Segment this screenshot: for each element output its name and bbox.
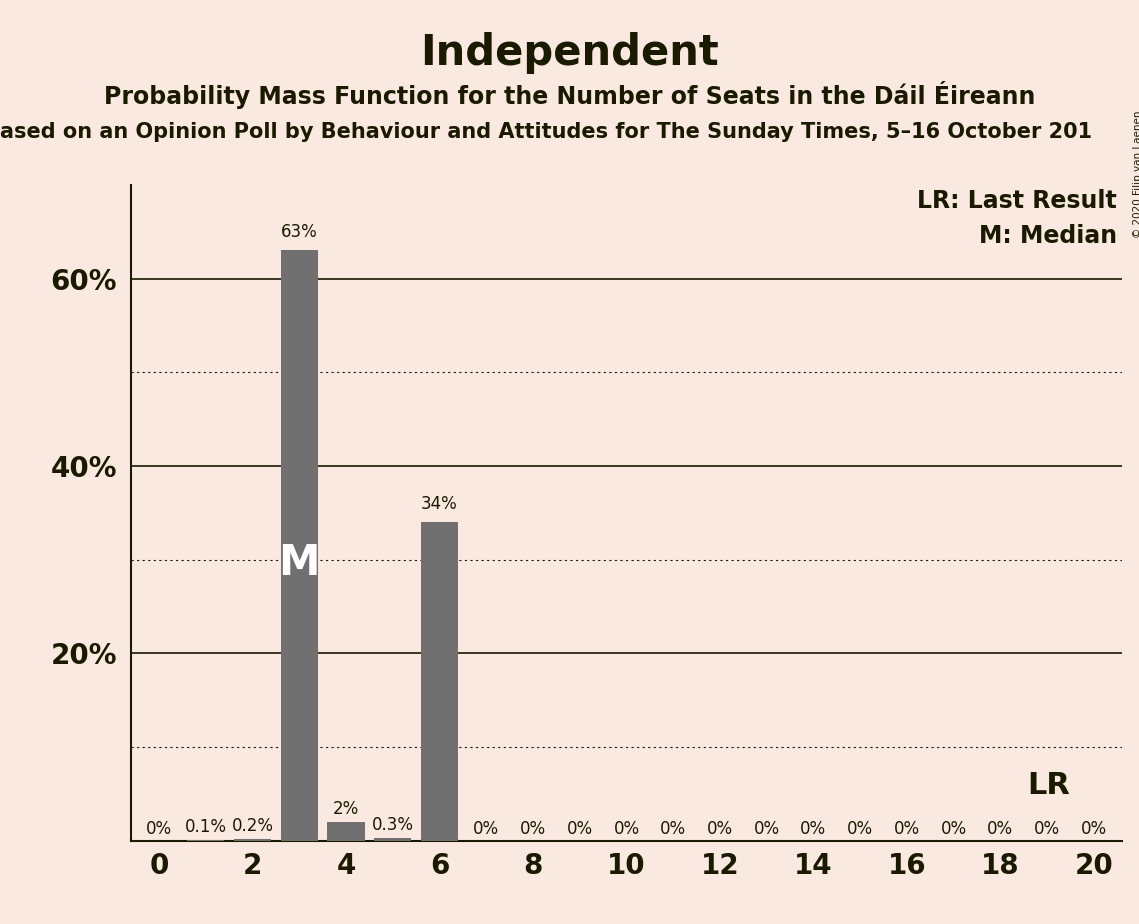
Text: 0%: 0% bbox=[847, 820, 874, 838]
Text: 0%: 0% bbox=[1081, 820, 1107, 838]
Text: M: M bbox=[279, 542, 320, 584]
Text: 0.3%: 0.3% bbox=[371, 816, 413, 834]
Text: 0%: 0% bbox=[661, 820, 687, 838]
Text: 0%: 0% bbox=[614, 820, 639, 838]
Text: 0%: 0% bbox=[894, 820, 920, 838]
Bar bbox=[187, 840, 224, 841]
Text: © 2020 Filip van Laenen: © 2020 Filip van Laenen bbox=[1133, 111, 1139, 238]
Text: 0%: 0% bbox=[754, 820, 780, 838]
Text: 0%: 0% bbox=[707, 820, 734, 838]
Bar bbox=[280, 250, 318, 841]
Text: LR: Last Result: LR: Last Result bbox=[918, 189, 1117, 213]
Text: 2%: 2% bbox=[333, 800, 359, 819]
Bar bbox=[233, 839, 271, 841]
Text: ased on an Opinion Poll by Behaviour and Attitudes for The Sunday Times, 5–16 Oc: ased on an Opinion Poll by Behaviour and… bbox=[0, 122, 1092, 142]
Text: 0%: 0% bbox=[1034, 820, 1060, 838]
Text: Probability Mass Function for the Number of Seats in the Dáil Éireann: Probability Mass Function for the Number… bbox=[104, 81, 1035, 109]
Bar bbox=[420, 522, 458, 841]
Text: LR: LR bbox=[1027, 772, 1071, 800]
Text: 0%: 0% bbox=[988, 820, 1014, 838]
Bar bbox=[374, 838, 411, 841]
Text: Independent: Independent bbox=[420, 32, 719, 74]
Text: 0.2%: 0.2% bbox=[231, 817, 273, 835]
Bar bbox=[327, 822, 364, 841]
Text: M: Median: M: Median bbox=[980, 225, 1117, 249]
Text: 63%: 63% bbox=[281, 223, 318, 241]
Text: 0%: 0% bbox=[473, 820, 499, 838]
Text: 0%: 0% bbox=[146, 820, 172, 838]
Text: 0%: 0% bbox=[566, 820, 592, 838]
Text: 0%: 0% bbox=[519, 820, 546, 838]
Text: 0%: 0% bbox=[801, 820, 827, 838]
Text: 0.1%: 0.1% bbox=[185, 818, 227, 836]
Text: 34%: 34% bbox=[421, 495, 458, 513]
Text: 0%: 0% bbox=[941, 820, 967, 838]
